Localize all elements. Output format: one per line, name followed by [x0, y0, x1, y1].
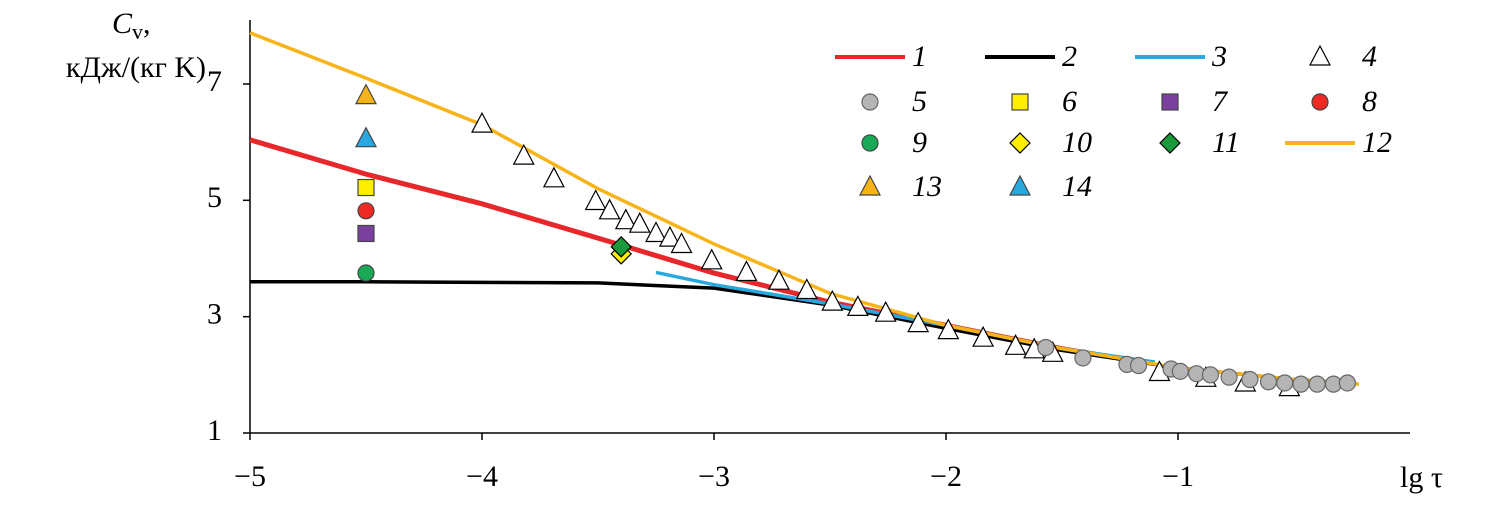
- data-point: [1129, 356, 1148, 375]
- legend-label: 3: [1211, 40, 1227, 73]
- data-point: [1338, 374, 1356, 392]
- legend-swatch: [1309, 44, 1331, 66]
- legend-label: 13: [912, 170, 942, 203]
- legend-swatch: [1011, 93, 1029, 111]
- legend-label: 11: [1212, 126, 1240, 159]
- data-point: [795, 278, 818, 300]
- legend-swatch: [861, 134, 879, 152]
- data-point: [1171, 362, 1189, 380]
- data-point: [972, 325, 995, 347]
- legend-swatch: [1009, 132, 1031, 154]
- data-point: [846, 295, 869, 316]
- x-axis-label: lg τ: [1400, 461, 1443, 494]
- data-point: [610, 236, 633, 258]
- data-point: [598, 198, 621, 220]
- data-point: [1220, 368, 1238, 386]
- data-point: [735, 260, 758, 282]
- data-point: [1074, 349, 1092, 367]
- data-point: [874, 300, 897, 322]
- data-point: [1259, 373, 1278, 391]
- legend-label: 12: [1362, 126, 1392, 159]
- legend-label: 7: [1212, 85, 1229, 118]
- x-tick-label: −3: [698, 460, 730, 493]
- data-point: [645, 221, 667, 243]
- x-tick-label: −2: [930, 460, 962, 493]
- legend-swatch: [861, 93, 879, 111]
- data-point: [658, 225, 681, 247]
- data-point: [357, 202, 375, 220]
- data-point: [1308, 375, 1326, 393]
- y-label-comma: ,: [143, 7, 151, 40]
- legend-swatch: [1161, 93, 1179, 111]
- legend-swatch: [859, 174, 881, 196]
- y-tick-label: 1: [207, 414, 222, 447]
- y-axis-unit: кДж/(кг K): [66, 51, 206, 84]
- data-point: [1241, 370, 1259, 389]
- data-point: [357, 264, 375, 282]
- data-point: [355, 126, 377, 148]
- y-label-symbol: C: [112, 7, 133, 40]
- data-point: [357, 224, 375, 243]
- data-point: [471, 111, 493, 133]
- data-point: [937, 318, 960, 340]
- x-tick-label: −4: [466, 460, 498, 493]
- legend-swatch: [1311, 93, 1329, 111]
- y-axis-label: Cv,: [112, 7, 151, 44]
- legend-swatch: [1159, 132, 1181, 154]
- legend-swatch: [1009, 174, 1031, 196]
- legend-label: 9: [912, 126, 927, 159]
- legend-label: 4: [1362, 40, 1377, 73]
- data-point: [542, 166, 565, 188]
- data-point: [628, 211, 651, 233]
- data-point: [907, 311, 930, 333]
- y-tick-label: 5: [207, 181, 222, 214]
- data-point: [355, 83, 377, 105]
- data-point: [670, 232, 693, 254]
- legend-label: 10: [1062, 126, 1092, 159]
- legend-label: 6: [1062, 85, 1077, 118]
- data-point: [1201, 366, 1220, 384]
- legend-label: 8: [1362, 85, 1377, 118]
- series-line: [249, 31, 1360, 386]
- x-tick-label: −5: [234, 460, 266, 493]
- data-point: [700, 248, 723, 270]
- series-line: [655, 270, 1156, 364]
- data-point: [1004, 334, 1027, 355]
- data-point: [584, 189, 607, 211]
- data-point: [821, 289, 844, 311]
- legend-label: 14: [1062, 170, 1092, 203]
- data-point: [1292, 375, 1310, 393]
- data-point: [512, 143, 535, 165]
- data-point: [1037, 338, 1055, 357]
- y-tick-label: 3: [207, 298, 222, 331]
- legend-label: 5: [912, 85, 927, 118]
- legend-label: 1: [912, 40, 927, 73]
- data-point: [1276, 374, 1294, 392]
- y-tick-label: 7: [207, 65, 222, 98]
- y-label-subscript: v: [132, 19, 143, 44]
- x-tick-label: −1: [1162, 460, 1194, 493]
- data-point: [357, 178, 375, 197]
- legend-label: 2: [1062, 40, 1077, 73]
- data-point: [614, 208, 637, 230]
- data-point: [767, 268, 790, 290]
